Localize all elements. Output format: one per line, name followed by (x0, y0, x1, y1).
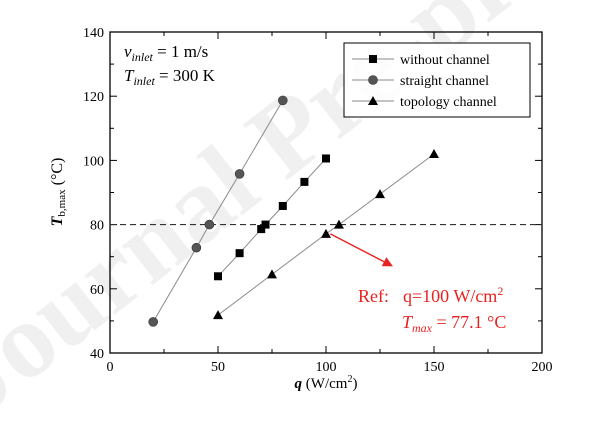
data-point-topology-channel (429, 148, 439, 158)
series-line-topology-channel (217, 153, 435, 316)
annotation-q-sup: 2 (497, 284, 503, 298)
annotation-t-value: = 77.1 °C (432, 312, 506, 332)
data-point-without-channel (300, 177, 309, 186)
legend-marker-topology-channel (368, 96, 378, 105)
y-label-unit: (°C) (49, 158, 66, 190)
legend-label-topology-channel: topology channel (400, 95, 497, 110)
x-tick-label: 200 (532, 360, 553, 375)
annotation-ref-label: Ref: (358, 286, 389, 306)
y-tick-labels: 40 60 80 100 120 140 (83, 26, 104, 362)
annotation-arrowhead (381, 257, 393, 267)
y-axis-label: Tb,max (°C) (49, 158, 68, 227)
data-point-topology-channel (213, 310, 223, 320)
data-point-without-channel (322, 154, 330, 163)
annotation-t-sub: max (412, 321, 433, 335)
x-label-main: q (295, 376, 303, 392)
data-point-topology-channel (375, 189, 385, 199)
data-point-without-channel (235, 249, 244, 258)
x-label-close: ) (352, 376, 357, 392)
data-point-without-channel (214, 272, 222, 281)
y-tick-label: 40 (90, 347, 104, 362)
annotation-t-main: T (402, 312, 414, 332)
legend-label-without-channel: without channel (400, 53, 490, 68)
y-tick-label: 140 (83, 26, 104, 41)
data-point-straight-channel (148, 317, 158, 327)
data-point-without-channel (261, 220, 270, 229)
y-label-sub: b,max (56, 189, 68, 217)
x-label-sup: 2 (347, 374, 352, 385)
x-tick-label: 50 (211, 360, 225, 375)
y-tick-label: 120 (83, 90, 104, 105)
annotation-ref: Ref: q=100 W/cm2 (358, 284, 503, 306)
data-point-straight-channel (204, 219, 215, 230)
condition-t-sub: inlet (133, 74, 155, 88)
data-point-topology-channel (333, 219, 344, 229)
condition-t-value: = 300 K (155, 66, 216, 85)
annotation-arrow (329, 233, 385, 263)
data-point-topology-channel (321, 228, 331, 238)
x-tick-label: 100 (316, 360, 337, 375)
x-tick-labels: 0 50 100 150 200 (107, 360, 553, 375)
condition-temperature: Tinlet = 300 K (124, 66, 216, 88)
data-point-without-channel (278, 201, 287, 210)
condition-t-main: T (124, 66, 135, 85)
y-tick-label: 100 (83, 154, 104, 169)
annotation-tmax: Tmax = 77.1 °C (402, 312, 506, 335)
condition-v-sub: inlet (132, 50, 154, 64)
legend-entries: without channel straight channel topology … (352, 53, 497, 110)
x-tick-label: 0 (107, 360, 114, 375)
data-point-without-channel (257, 225, 266, 234)
x-axis-label: q (W/cm2) (295, 374, 358, 392)
condition-v-main: v (124, 42, 132, 61)
legend-marker-without-channel (369, 55, 377, 63)
data-point-topology-channel (267, 269, 277, 279)
y-tick-label: 80 (90, 219, 104, 234)
series-markers (148, 95, 439, 327)
condition-v-value: = 1 m/s (153, 42, 208, 61)
annotation-q-text: q=100 W/cm (403, 286, 497, 306)
data-point-straight-channel (277, 95, 288, 106)
x-label-unit: (W/cm (302, 376, 348, 392)
x-tick-label: 150 (424, 360, 445, 375)
legend-marker-straight-channel (368, 75, 378, 85)
legend-label-straight-channel: straight channel (400, 74, 489, 89)
data-point-straight-channel (234, 169, 245, 179)
y-tick-label: 60 (90, 283, 104, 298)
data-point-straight-channel (191, 242, 202, 253)
condition-velocity: vinlet = 1 m/s (124, 42, 208, 64)
legend: without channel straight channel topology … (343, 42, 531, 118)
y-label-main: T (49, 215, 66, 226)
